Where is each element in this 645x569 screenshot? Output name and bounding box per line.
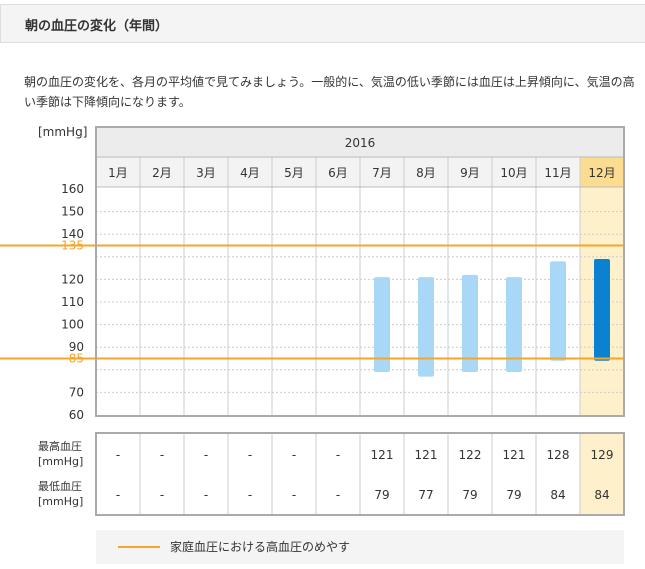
month-label: 5月 xyxy=(284,166,304,180)
y-tick-label: 150 xyxy=(61,205,84,219)
table-cell: 121 xyxy=(415,448,438,462)
y-tick-label: 135 xyxy=(61,239,84,253)
table-cell: 129 xyxy=(591,448,614,462)
month-label: 8月 xyxy=(416,166,436,180)
y-tick-label: 140 xyxy=(61,227,84,241)
table-cell: 77 xyxy=(418,488,433,502)
month-label: 11月 xyxy=(544,166,571,180)
y-tick-label: 60 xyxy=(69,408,84,422)
table-cell: - xyxy=(160,488,164,502)
highlight-table-column xyxy=(580,433,624,515)
table-cell: 128 xyxy=(547,448,570,462)
y-tick-label: 100 xyxy=(61,318,84,332)
y-tick-label: 90 xyxy=(69,340,84,354)
table-cell: - xyxy=(292,488,296,502)
table-cell: 121 xyxy=(371,448,394,462)
range-bar xyxy=(462,274,478,373)
table-cell: 84 xyxy=(594,488,609,502)
table-cell: - xyxy=(248,448,252,462)
table-row-unit: [mmHg] xyxy=(38,455,83,468)
y-tick-label: 160 xyxy=(61,182,84,196)
month-label: 4月 xyxy=(240,166,260,180)
range-bar xyxy=(506,277,522,373)
table-cell: - xyxy=(204,448,208,462)
table-cell: - xyxy=(204,488,208,502)
highlight-month-header xyxy=(580,157,624,187)
table-cell: 79 xyxy=(374,488,389,502)
table-row-label: 最低血圧 xyxy=(38,479,82,493)
table-cell: - xyxy=(116,448,120,462)
table-cell: 79 xyxy=(506,488,521,502)
range-bar xyxy=(374,277,390,373)
y-tick-label: 120 xyxy=(61,272,84,286)
y-tick-label: 110 xyxy=(61,295,84,309)
range-bar xyxy=(550,261,566,361)
range-bar xyxy=(418,277,434,377)
table-frame xyxy=(95,432,625,516)
table-cell: - xyxy=(160,448,164,462)
year-header-bg xyxy=(96,127,624,157)
y-tick-label: 70 xyxy=(69,385,84,399)
table-cell: - xyxy=(116,488,120,502)
range-bar xyxy=(594,259,610,361)
table-cell: - xyxy=(248,488,252,502)
month-label: 3月 xyxy=(196,166,216,180)
table-cell: 79 xyxy=(462,488,477,502)
table-row-label: 最高血圧 xyxy=(38,439,82,453)
table-cell: - xyxy=(336,448,340,462)
month-label: 7月 xyxy=(372,166,392,180)
year-label: 2016 xyxy=(345,136,376,150)
legend-text: 家庭血圧における高血圧のめやす xyxy=(170,539,350,554)
section-title-bar: 朝の血圧の変化（年間） xyxy=(0,4,645,43)
y-unit-label: [mmHg] xyxy=(38,125,87,139)
month-label: 6月 xyxy=(328,166,348,180)
month-label: 12月 xyxy=(588,166,615,180)
table-cell: 121 xyxy=(503,448,526,462)
section-description: 朝の血圧の変化を、各月の平均値で見てみましょう。一般的に、気温の低い季節には血圧… xyxy=(24,75,635,109)
month-label: 2月 xyxy=(152,166,172,180)
month-label: 1月 xyxy=(108,166,128,180)
legend-box xyxy=(96,530,624,564)
section-title: 朝の血圧の変化（年間） xyxy=(25,19,169,34)
table-cell: 84 xyxy=(550,488,565,502)
table-cell: 122 xyxy=(459,448,482,462)
table-cell: - xyxy=(292,448,296,462)
month-label: 9月 xyxy=(460,166,480,180)
y-tick-label: 85 xyxy=(69,352,84,366)
table-row-unit: [mmHg] xyxy=(38,495,83,508)
chart-frame xyxy=(95,126,625,417)
month-label: 10月 xyxy=(500,166,527,180)
table-cell: - xyxy=(336,488,340,502)
